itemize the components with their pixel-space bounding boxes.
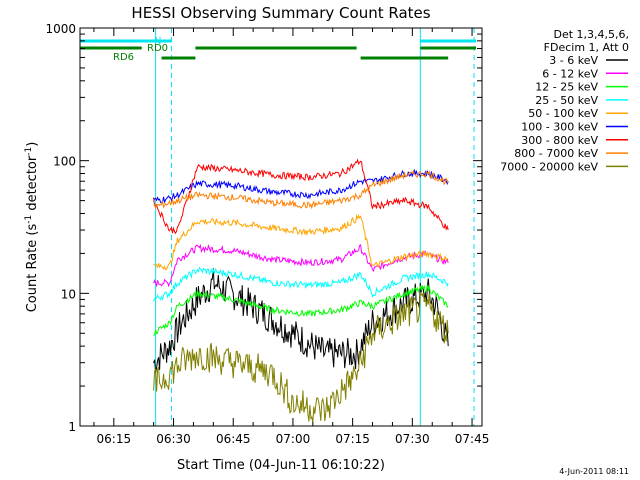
x-tick-label: 06:30 xyxy=(156,432,191,446)
legend-label: 12 - 25 keV xyxy=(535,81,598,94)
series-line xyxy=(153,268,449,373)
plot-frame xyxy=(79,27,483,427)
observing-flags xyxy=(80,39,477,60)
series-line xyxy=(153,169,449,210)
plot-area: 06:15 06:30 06:45 07:00 07:15 07:30 07:45 1101… xyxy=(45,22,489,446)
x-axis-label: Start Time (04-Jun-11 06:10:22) xyxy=(177,458,385,473)
legend-label: 3 - 6 keV xyxy=(549,54,598,67)
x-tick-label: 07:00 xyxy=(276,432,311,446)
legend-header: FDecim 1, Att 0 xyxy=(544,41,629,54)
legend-label: 6 - 12 keV xyxy=(542,67,598,80)
y-tick-label: 1 xyxy=(68,420,76,434)
x-axis: 06:15 06:30 06:45 07:00 07:15 07:30 07:45 xyxy=(93,28,490,446)
y-tick-label: 1000 xyxy=(45,22,76,36)
legend: Det 1,3,4,5,6,FDecim 1, Att 03 - 6 keV6 … xyxy=(500,28,629,173)
legend-label: 7000 - 20000 keV xyxy=(500,160,598,173)
y-axis-label-part: ) xyxy=(25,142,40,147)
x-tick-label: 07:45 xyxy=(455,432,490,446)
y-axis: 1 10 100 1000 xyxy=(45,22,482,434)
legend-label: 25 - 50 keV xyxy=(535,94,598,107)
chart-title: HESSI Observing Summary Count Rates xyxy=(131,4,430,22)
footer-date: 4-Jun-2011 08:11 xyxy=(559,467,629,476)
legend-label: 50 - 100 keV xyxy=(528,107,598,120)
series-line xyxy=(153,243,449,288)
y-axis-label-part: Count Rate (s xyxy=(25,224,40,313)
flag-label-rd6: RD6 xyxy=(113,52,134,63)
legend-header: Det 1,3,4,5,6, xyxy=(553,28,629,41)
x-tick-label: 07:15 xyxy=(335,432,370,446)
y-axis-label: Count Rate (s-1 detector-1) xyxy=(24,142,40,313)
legend-label: 800 - 7000 keV xyxy=(514,147,598,160)
series-line xyxy=(153,266,449,302)
legend-label: 300 - 800 keV xyxy=(521,134,598,147)
legend-label: 100 - 300 keV xyxy=(521,121,598,134)
flag-label-rd0: RD0 xyxy=(147,43,168,54)
series-line xyxy=(153,284,449,337)
y-axis-label-part: detector xyxy=(25,155,40,215)
series-line xyxy=(153,158,449,235)
y-axis-label-sup: -1 xyxy=(24,215,34,224)
series-line xyxy=(153,292,449,423)
y-tick-label: 10 xyxy=(61,287,76,301)
y-tick-label: 100 xyxy=(53,155,76,169)
x-tick-label: 06:45 xyxy=(216,432,251,446)
series-line xyxy=(153,213,449,271)
series-lines xyxy=(153,158,449,423)
flag-label-night: N xyxy=(154,36,161,47)
x-tick-label: 06:15 xyxy=(97,432,132,446)
y-axis-label-sup: -1 xyxy=(24,147,34,156)
x-tick-label: 07:30 xyxy=(395,432,430,446)
